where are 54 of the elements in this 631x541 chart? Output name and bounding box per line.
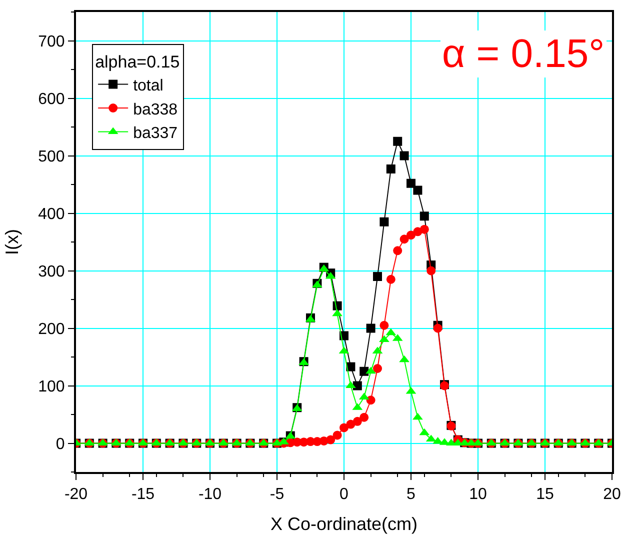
legend-label: ba337 xyxy=(133,125,178,142)
point xyxy=(332,309,342,316)
legend-label: ba338 xyxy=(133,101,178,118)
point xyxy=(373,272,382,281)
point xyxy=(366,396,376,405)
x-axis-title: X Co-ordinate(cm) xyxy=(270,514,418,534)
y-tick-label: 700 xyxy=(38,33,65,50)
legend-title: alpha=0.15 xyxy=(95,52,180,72)
point xyxy=(412,412,423,420)
point xyxy=(380,217,389,226)
x-tick-label: 0 xyxy=(340,486,349,504)
point xyxy=(406,178,416,188)
y-tick-label: 500 xyxy=(38,148,65,166)
x-tick-label: 10 xyxy=(469,486,487,504)
y-tick-label: 400 xyxy=(38,206,65,223)
point xyxy=(352,381,362,390)
point xyxy=(352,416,362,426)
point xyxy=(386,274,396,284)
point xyxy=(433,324,442,333)
point xyxy=(386,164,396,174)
x-tick-label: -20 xyxy=(64,486,88,504)
y-tick-label: 200 xyxy=(38,320,65,338)
legend-label: total xyxy=(133,77,164,94)
point xyxy=(366,324,376,333)
annotation: α = 0.15° xyxy=(442,32,605,76)
x-tick-label: -10 xyxy=(198,486,222,504)
y-tick-label: 600 xyxy=(38,90,65,108)
point xyxy=(360,366,369,376)
x-tick-label: 5 xyxy=(406,486,416,504)
point xyxy=(420,212,429,221)
x-tick-label: 15 xyxy=(536,486,554,504)
x-tick-label: 20 xyxy=(603,486,621,504)
point xyxy=(366,366,376,374)
point xyxy=(326,435,336,444)
point xyxy=(373,364,382,373)
point xyxy=(420,224,429,234)
point xyxy=(332,430,342,440)
point xyxy=(406,230,416,240)
point xyxy=(380,320,389,330)
y-axis-title: I(x) xyxy=(2,229,22,255)
point xyxy=(400,234,409,244)
point xyxy=(360,412,369,422)
x-tick-label: -5 xyxy=(270,486,284,504)
x-tick-label: -15 xyxy=(131,486,155,504)
point xyxy=(426,266,436,276)
point xyxy=(393,246,402,256)
point xyxy=(393,136,402,146)
y-tick-label: 300 xyxy=(38,263,65,280)
point xyxy=(400,151,409,160)
y-tick-label: 100 xyxy=(38,378,65,396)
point xyxy=(340,423,348,432)
y-tick-label: 0 xyxy=(56,436,65,453)
point xyxy=(399,355,410,362)
point xyxy=(413,186,422,195)
